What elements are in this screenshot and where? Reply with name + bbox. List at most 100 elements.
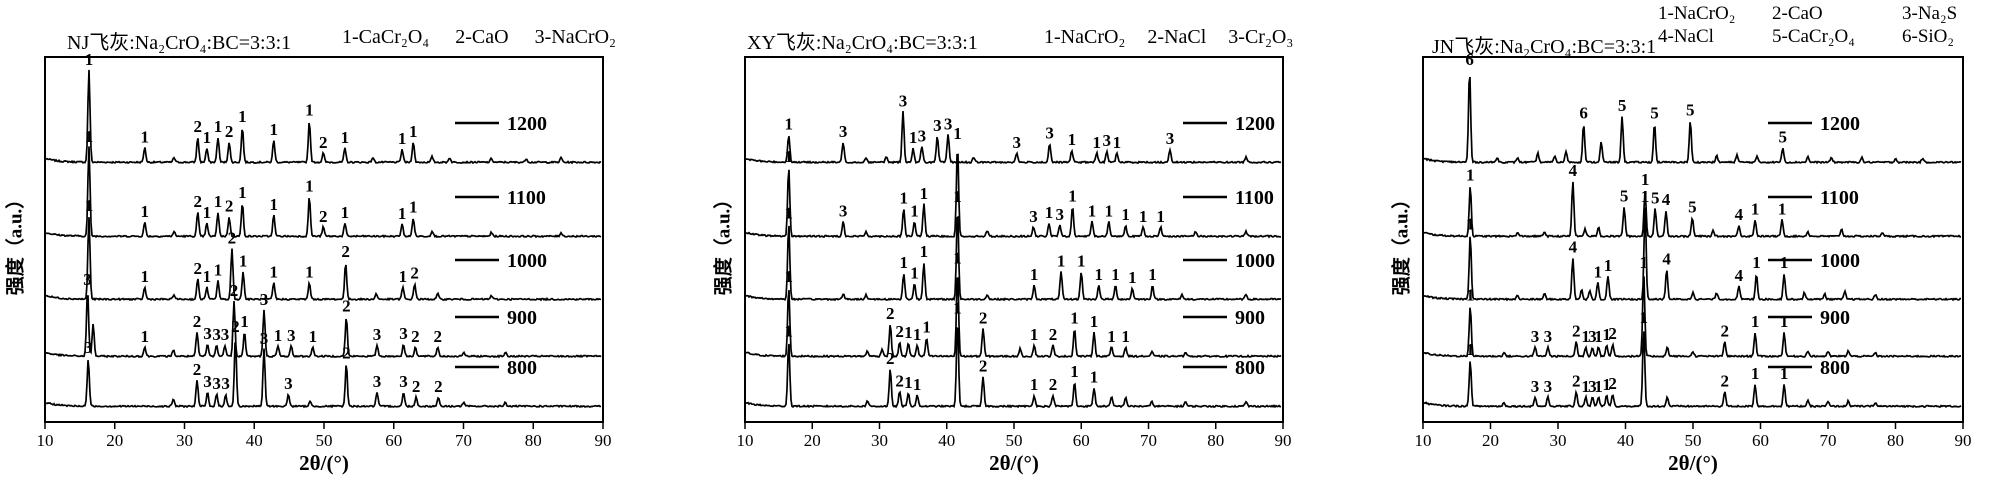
peak-label: 4 (1662, 190, 1671, 209)
peak-label: 2 (225, 122, 234, 141)
peak-label: 2 (979, 357, 988, 376)
peak-label: 3 (1166, 129, 1175, 148)
peak-label: 1 (953, 249, 962, 268)
peak-label: 1 (1030, 265, 1039, 284)
peak-label: 2 (319, 133, 328, 152)
peak-label: 1 (309, 327, 318, 346)
peak-label: 1 (1148, 265, 1157, 284)
peak-label: 3 (284, 374, 293, 393)
peak-label: 3 (1045, 124, 1054, 143)
peak-label: 1 (409, 198, 418, 217)
peak-label: 1 (1602, 325, 1611, 344)
peak-label: 1 (1780, 253, 1789, 272)
peak-label: 3 (84, 338, 93, 357)
peak-label: 1 (238, 107, 247, 126)
peak-label: 2 (231, 317, 240, 336)
peak-label: 3 (1531, 377, 1540, 396)
peak-label: 2 (193, 312, 202, 331)
peak-label: 1 (910, 263, 919, 282)
peak-label: 1 (920, 242, 929, 261)
peak-label: 1 (341, 203, 350, 222)
xrd-trace-1100 (45, 146, 602, 239)
peak-label: 1 (899, 188, 908, 207)
peak-label: 2 (194, 117, 203, 136)
peak-label: 3 (373, 325, 382, 344)
peak-label: 1 (1070, 362, 1079, 381)
legend-item: 1-CaCr₂O₄ (342, 26, 430, 48)
peak-label: 1 (1751, 312, 1760, 331)
peak-label: 1 (1581, 377, 1590, 396)
peak-label: 1 (1604, 256, 1613, 275)
legend-item: 3-NaCrO₂ (534, 26, 616, 48)
peak-label: 2 (433, 327, 442, 346)
peak-label: 1 (85, 196, 94, 215)
peak-label: 3 (1531, 327, 1540, 346)
xrd-trace-800 (746, 326, 1282, 409)
phase-legend-xy: 1-NaCrO₂ 2-NaCl 3-Cr₂O₃ (1044, 26, 1293, 49)
peak-label: 6 (1579, 103, 1588, 122)
temp-label: 1100 (1820, 187, 1859, 209)
peak-label: 2 (194, 192, 203, 211)
peak-label: 1 (1466, 285, 1475, 304)
x-axis-label: 2θ/(°) (1668, 451, 1718, 475)
peak-label: 1 (1639, 253, 1648, 272)
peak-label: 3 (260, 329, 269, 348)
peak-label: 1 (904, 323, 913, 342)
peak-label: 2 (225, 197, 234, 216)
peak-label: 1 (1092, 133, 1101, 152)
x-tick-label: 10 (737, 431, 754, 450)
peak-label: 1 (953, 187, 962, 206)
peak-label: 1 (203, 203, 212, 222)
temp-label: 1000 (1235, 250, 1275, 272)
peak-label: 2 (886, 304, 895, 323)
peak-label: 1 (203, 267, 212, 286)
peak-label: 2 (1720, 321, 1729, 340)
peak-label: 1 (305, 262, 314, 281)
peak-label: 3 (1029, 207, 1038, 226)
xrd-trace-800 (1423, 331, 1962, 409)
x-tick-label: 40 (246, 431, 263, 450)
peak-label: 3 (1012, 133, 1021, 152)
peak-label: 3 (83, 270, 92, 289)
x-tick-label: 70 (1140, 431, 1157, 450)
x-tick-label: 10 (1415, 431, 1432, 450)
x-tick-label: 20 (106, 431, 123, 450)
peak-label: 2 (895, 371, 904, 390)
peak-label: 6 (1465, 50, 1474, 69)
peak-label: 4 (1662, 250, 1671, 269)
peak-label: 2 (1608, 324, 1617, 343)
peak-label: 3 (221, 374, 230, 393)
phase-legend-nj: 1-CaCr₂O₄ 2-CaO 3-NaCrO₂ (342, 26, 616, 49)
legend-item: 1-NaCrO₂ (1658, 3, 1736, 24)
peak-label: 1 (341, 128, 350, 147)
peak-label: 5 (1686, 101, 1695, 120)
xrd-trace-1000 (1424, 207, 1961, 302)
peak-label: 1 (1780, 312, 1789, 331)
xrd-trace-1000 (745, 215, 1282, 302)
peak-label: 3 (1103, 131, 1112, 150)
y-axis-label: 强度（a.u.） (5, 189, 27, 296)
peak-label: 5 (1620, 187, 1629, 206)
peak-label: 1 (922, 318, 931, 337)
peak-label: 1 (1030, 325, 1039, 344)
peak-label: 1 (239, 251, 248, 270)
peak-label: 2 (410, 263, 419, 282)
peak-label: 1 (1094, 265, 1103, 284)
panel-title-nj: NJ飞灰:Na₂CrO₄:BC=3:3:1 (67, 32, 292, 54)
peak-label: 1 (1068, 187, 1077, 206)
peak-label: 3 (203, 372, 212, 391)
peak-label: 3 (1588, 377, 1597, 396)
temp-label: 900 (1235, 307, 1265, 329)
peak-label: 1 (1581, 327, 1590, 346)
peak-label: 1 (1641, 170, 1650, 189)
peak-label: 3 (1588, 327, 1597, 346)
peak-label: 2 (342, 344, 351, 363)
peak-label: 3 (203, 324, 212, 343)
peak-label: 4 (1735, 266, 1744, 285)
panel-title-xy: XY飞灰:Na₂CrO₄:BC=3:3:1 (747, 32, 978, 54)
peak-label: 1 (784, 114, 793, 133)
legend-item: 4-NaCl (1658, 26, 1714, 47)
peak-label: 1 (910, 201, 919, 220)
